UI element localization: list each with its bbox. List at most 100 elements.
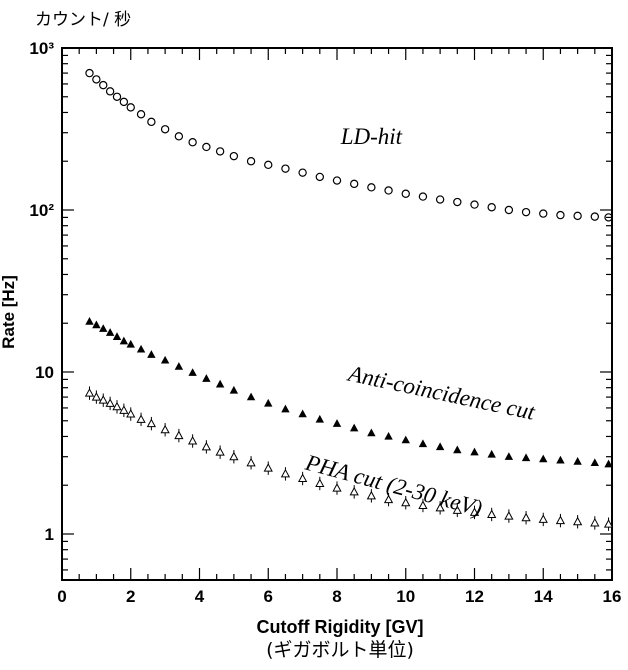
pha-cut-point	[487, 509, 497, 518]
anti-coincidence-point	[174, 362, 184, 370]
pha-cut-point	[401, 497, 411, 507]
ld-hit-point	[332, 176, 342, 185]
pha-cut-point	[280, 468, 291, 478]
anti-coincidence-point	[418, 439, 428, 448]
pha-cut-point	[229, 451, 239, 461]
ld-hit-point	[136, 110, 146, 119]
pha-cut-point	[84, 388, 95, 397]
pha-cut-point	[590, 517, 600, 527]
ld-hit-point	[384, 186, 393, 195]
ld-hit-point	[188, 138, 197, 147]
pha-cut-point	[136, 414, 146, 423]
ld-hit-point	[487, 203, 496, 212]
ld-hit-point	[349, 179, 359, 189]
pha-cut-point	[435, 502, 445, 512]
pha-cut-point	[315, 478, 325, 487]
x-tick-label: 10	[396, 587, 415, 606]
anti-coincidence-point	[573, 457, 582, 465]
pha-cut-point	[383, 494, 394, 504]
pha-cut-point	[538, 514, 548, 523]
anti-coincidence-point	[384, 431, 393, 440]
ld-hit-point	[126, 103, 135, 112]
ld-hit-point	[521, 207, 531, 217]
pha-cut-point	[366, 490, 377, 500]
x-axis-title: Cutoff Rigidity [GV]	[257, 617, 424, 637]
ld-hit-point	[435, 195, 445, 204]
x-tick-label: 14	[534, 587, 553, 606]
anti-coincidence-point	[590, 458, 600, 467]
ld-hit-point	[281, 164, 290, 173]
anti-coincidence-point	[112, 332, 122, 340]
ld-hit-point	[539, 209, 548, 218]
ld-hit-point	[99, 80, 108, 90]
x-tick-label: 16	[603, 587, 622, 606]
ld-hit-point	[315, 172, 325, 182]
anti-coincidence-point	[281, 404, 290, 413]
anti-coincidence-point	[202, 374, 211, 382]
ld-hit-point	[174, 132, 184, 141]
ld-hit-point	[298, 168, 307, 177]
series-annotation: PHA cut (2-30 keV)	[302, 450, 485, 521]
anti-coincidence-point	[487, 449, 496, 458]
x-tick-label: 4	[195, 587, 205, 606]
anti-coincidence-point	[332, 419, 342, 427]
ld-hit-point	[246, 157, 256, 166]
pha-cut-point	[521, 512, 531, 522]
anti-coincidence-point	[147, 350, 156, 358]
pha-cut-point	[555, 515, 566, 525]
pha-cut-point	[98, 395, 108, 404]
pha-cut-point	[469, 507, 480, 516]
anti-coincidence-point	[126, 339, 135, 348]
pha-cut-point	[201, 441, 212, 451]
anti-coincidence-point	[246, 392, 256, 401]
pha-cut-point	[603, 519, 614, 528]
ld-hit-point	[112, 92, 122, 101]
pha-cut-point	[91, 392, 102, 401]
pha-cut-point	[418, 500, 428, 509]
plot-area: 0 2 4 6 8 10 12 14 16 1 10 10² 10³ LD-hit Anti-coincid…	[29, 39, 621, 606]
anti-coincidence-point	[470, 447, 479, 456]
anti-coincidence-point	[119, 336, 129, 345]
anti-coincidence-point	[367, 428, 376, 437]
x-tick-label: 2	[126, 587, 135, 606]
pha-cut-point	[297, 473, 308, 483]
unit-note-top: カウント/ 秒	[35, 10, 131, 30]
anti-coincidence-point	[92, 320, 101, 329]
unit-note-bottom: (ギガボルト単位)	[266, 639, 414, 661]
ld-hit-point	[202, 142, 211, 152]
anti-coincidence-point	[188, 368, 197, 376]
ld-hit-point	[215, 147, 225, 156]
ld-hit-point	[85, 68, 94, 78]
anti-coincidence-point	[401, 435, 410, 444]
anti-coincidence-point	[604, 459, 613, 468]
anti-coincidence-point	[315, 414, 325, 423]
pha-cut-point	[215, 447, 225, 456]
x-tick-label: 6	[264, 587, 273, 606]
ld-hit-point	[556, 210, 565, 220]
anti-coincidence-point	[521, 453, 531, 462]
pha-cut-point	[146, 418, 157, 428]
ld-hit-point	[147, 117, 156, 127]
ld-hit-point	[264, 160, 273, 170]
anti-coincidence-point	[504, 452, 514, 460]
y-tick-label: 10³	[29, 39, 54, 58]
ld-hit-point	[119, 97, 129, 107]
pha-cut-point	[263, 463, 273, 472]
ld-hit-point	[367, 183, 376, 192]
ld-hit-point	[160, 125, 170, 134]
anti-coincidence-point	[349, 423, 359, 432]
ld-hit-point	[229, 151, 239, 161]
pha-cut-point	[187, 435, 198, 445]
pha-cut-point	[112, 401, 122, 411]
x-tick-label: 12	[465, 587, 484, 606]
anti-coincidence-point	[539, 454, 548, 463]
pha-cut-point	[126, 409, 136, 418]
anti-coincidence-point	[215, 379, 225, 388]
pha-cut-point	[160, 424, 170, 434]
ld-hit-point	[590, 212, 600, 221]
anti-coincidence-point	[556, 455, 565, 464]
pha-cut-point	[119, 405, 129, 414]
pha-cut-point	[452, 505, 462, 514]
